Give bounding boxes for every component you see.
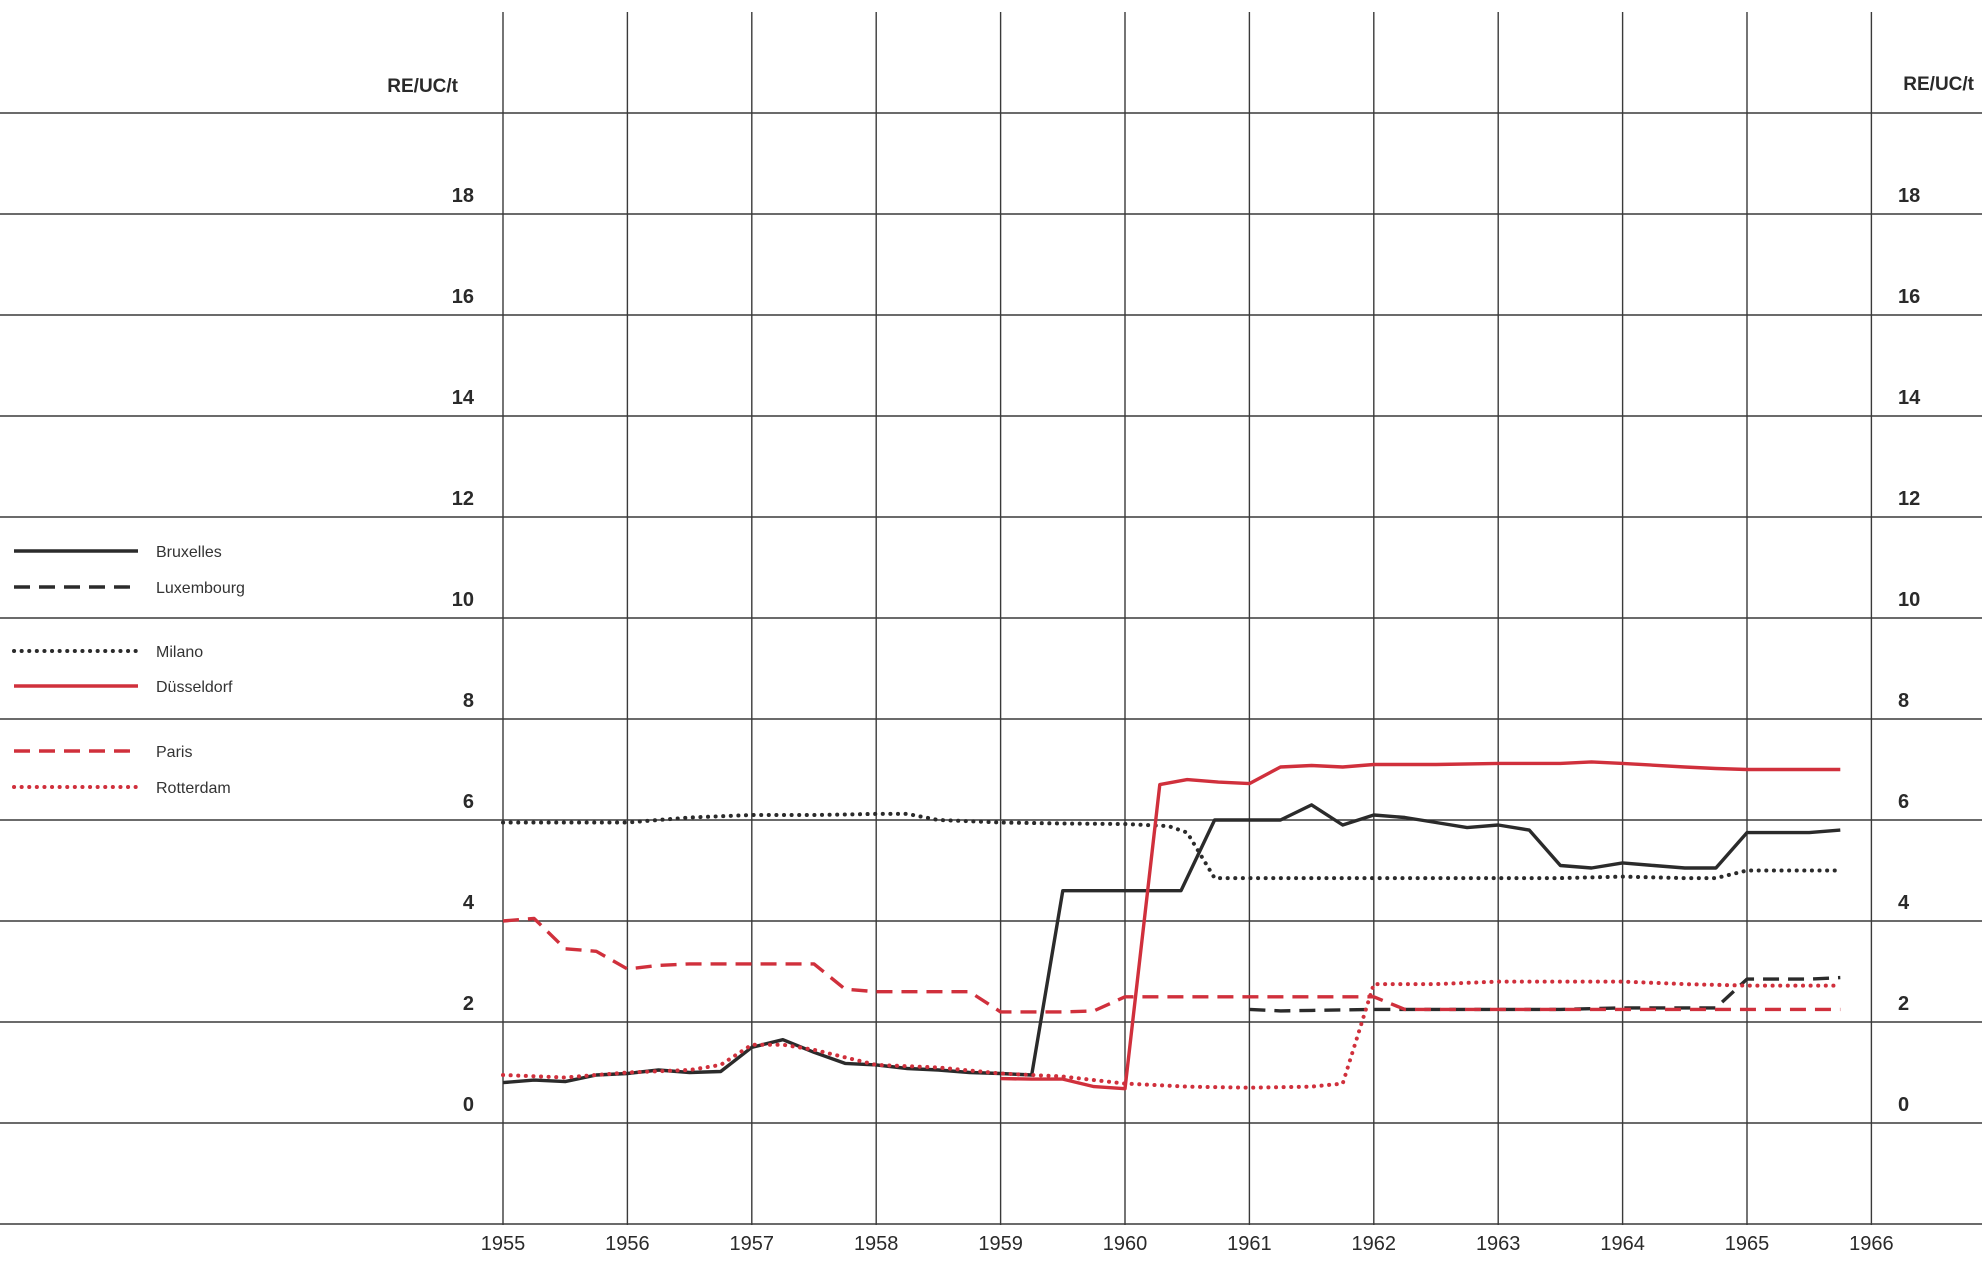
x-tick-1964: 1964 xyxy=(1600,1233,1645,1255)
series-line-luxembourg xyxy=(1249,975,1841,1013)
series-line-bruxelles xyxy=(502,803,1841,1085)
x-tick-1963: 1963 xyxy=(1476,1233,1521,1255)
y-axis-right-ticks: 0 2 4 6 8 10 12 14 16 18 xyxy=(1898,185,1921,1116)
x-tick-1957: 1957 xyxy=(730,1233,775,1255)
x-tick-1959: 1959 xyxy=(978,1233,1023,1255)
y-axis-left-ticks: 0 2 4 6 8 10 12 14 16 18 xyxy=(452,185,475,1116)
y-tick-right-12: 12 xyxy=(1898,488,1920,510)
y-tick-left-6: 6 xyxy=(463,791,474,813)
series-line-rotterdam xyxy=(501,979,1843,1090)
y-tick-right-8: 8 xyxy=(1898,690,1909,712)
y-tick-right-18: 18 xyxy=(1898,185,1920,207)
legend-label-paris: Paris xyxy=(156,744,192,761)
y-tick-left-10: 10 xyxy=(452,589,474,611)
y-tick-right-2: 2 xyxy=(1898,993,1909,1015)
y-tick-left-16: 16 xyxy=(452,286,474,308)
y-tick-left-0: 0 xyxy=(463,1094,474,1116)
x-tick-1965: 1965 xyxy=(1725,1233,1770,1255)
y-tick-left-18: 18 xyxy=(452,185,474,207)
series-layer xyxy=(501,760,1843,1091)
legend-label-d-sseldorf: Düsseldorf xyxy=(156,679,233,696)
vertical-gridlines xyxy=(502,12,1873,1225)
x-axis-ticks: 1955 1956 1957 1958 1959 1960 1961 1962 1963 1964… xyxy=(481,1233,1894,1255)
y-tick-right-10: 10 xyxy=(1898,589,1920,611)
y-tick-right-6: 6 xyxy=(1898,791,1909,813)
legend-label-bruxelles: Bruxelles xyxy=(156,544,222,561)
legend-label-luxembourg: Luxembourg xyxy=(156,580,245,597)
y-tick-right-0: 0 xyxy=(1898,1094,1909,1116)
y-tick-left-2: 2 xyxy=(463,993,474,1015)
x-tick-1960: 1960 xyxy=(1103,1233,1148,1255)
y-tick-left-12: 12 xyxy=(452,488,474,510)
y-axis-unit-right: RE/UC/t xyxy=(1903,74,1974,95)
x-tick-1958: 1958 xyxy=(854,1233,899,1255)
series-line-milano xyxy=(501,811,1843,881)
series-line-paris xyxy=(502,916,1841,1014)
legend-label-milano: Milano xyxy=(156,644,203,661)
y-tick-right-16: 16 xyxy=(1898,286,1920,308)
legend-label-rotterdam: Rotterdam xyxy=(156,780,231,797)
y-tick-right-4: 4 xyxy=(1898,892,1910,914)
y-tick-right-14: 14 xyxy=(1898,387,1921,409)
y-tick-left-8: 8 xyxy=(463,690,474,712)
series-line-d-sseldorf xyxy=(1000,760,1841,1091)
y-tick-left-4: 4 xyxy=(463,892,475,914)
horizontal-gridlines xyxy=(0,112,1982,1225)
y-tick-left-14: 14 xyxy=(452,387,475,409)
y-axis-unit-left: RE/UC/t xyxy=(387,76,458,97)
x-tick-1956: 1956 xyxy=(605,1233,650,1255)
x-tick-1961: 1961 xyxy=(1227,1233,1272,1255)
legend: Bruxelles Luxembourg Milano Düsseldorf Paris… xyxy=(12,544,245,797)
x-tick-1955: 1955 xyxy=(481,1233,526,1255)
x-tick-1962: 1962 xyxy=(1352,1233,1397,1255)
x-tick-1966: 1966 xyxy=(1849,1233,1894,1255)
